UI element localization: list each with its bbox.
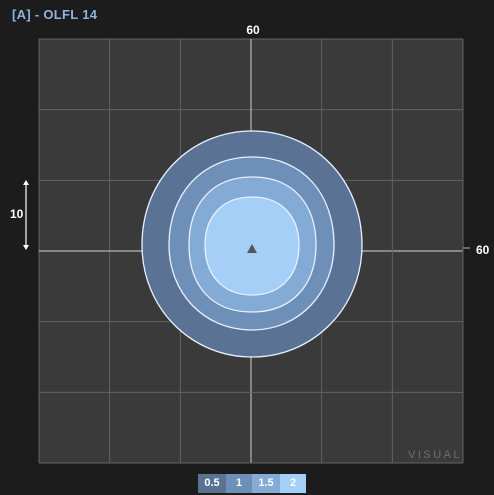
contour-legend: 0.5 1 1.5 2 <box>198 474 306 493</box>
legend-item: 1 <box>226 474 252 493</box>
legend-item: 1.5 <box>252 474 280 493</box>
scale-bar-label: 10 <box>10 207 24 221</box>
fixation-marker <box>247 244 257 253</box>
watermark-text: VISUAL <box>408 449 463 461</box>
legend-item: 0.5 <box>198 474 226 493</box>
right-axis-label: 60 <box>476 243 490 257</box>
grid <box>38 38 470 464</box>
legend-item: 2 <box>280 474 306 493</box>
scale-bar <box>23 180 29 250</box>
top-axis-label: 60 <box>246 23 260 37</box>
chart-title: [A] - OLFL 14 <box>12 7 98 22</box>
